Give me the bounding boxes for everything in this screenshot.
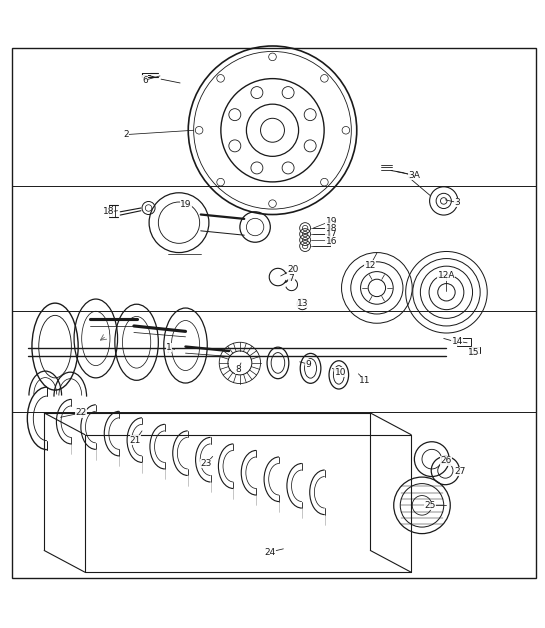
- Text: 22: 22: [76, 408, 87, 418]
- Text: 1: 1: [166, 344, 172, 352]
- Bar: [469, 347, 480, 353]
- Text: 3A: 3A: [408, 171, 420, 180]
- Text: 10: 10: [335, 367, 346, 377]
- Text: 17: 17: [325, 230, 337, 239]
- Text: 20: 20: [287, 265, 299, 274]
- Text: 13: 13: [296, 299, 308, 308]
- Text: 7: 7: [289, 274, 294, 283]
- Text: 19: 19: [325, 217, 337, 226]
- Text: 26: 26: [441, 457, 452, 465]
- Bar: [457, 338, 471, 345]
- Text: 16: 16: [325, 237, 337, 246]
- Text: 19: 19: [180, 200, 191, 208]
- Text: 12A: 12A: [438, 271, 455, 281]
- Text: 6: 6: [142, 76, 148, 85]
- Text: 27: 27: [455, 467, 466, 476]
- Text: 18: 18: [325, 224, 337, 232]
- Text: 8: 8: [235, 365, 241, 374]
- Text: 25: 25: [425, 501, 436, 510]
- Text: 3: 3: [455, 198, 460, 207]
- Text: 21: 21: [130, 436, 141, 445]
- Text: 11: 11: [359, 376, 371, 385]
- Text: 14: 14: [452, 337, 463, 345]
- Text: 24: 24: [264, 548, 275, 556]
- Text: 9: 9: [305, 359, 311, 369]
- Text: 18: 18: [102, 207, 114, 216]
- Text: 23: 23: [201, 459, 212, 468]
- Text: 12: 12: [365, 261, 376, 269]
- Text: 2: 2: [123, 130, 129, 139]
- Text: 15: 15: [468, 347, 480, 357]
